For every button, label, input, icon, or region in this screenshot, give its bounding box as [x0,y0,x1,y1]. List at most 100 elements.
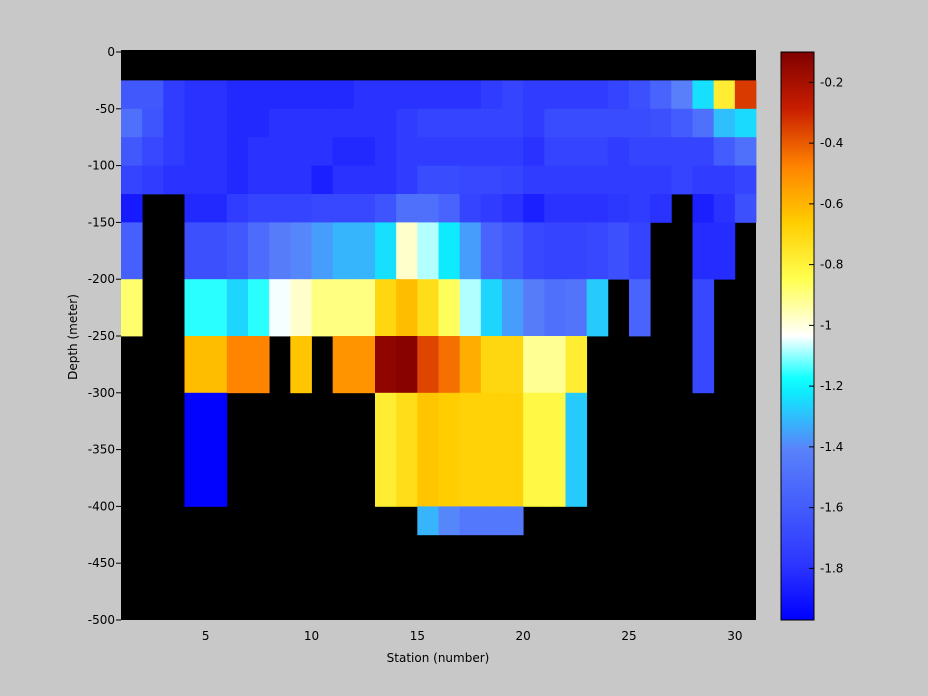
heatmap-cell [332,165,355,195]
heatmap-cell [375,392,397,507]
heatmap-cell [396,108,418,138]
y-tick-label: -200 [88,272,115,286]
heatmap-cell [629,279,651,337]
heatmap-cell [607,80,630,110]
y-tick-label: -50 [95,102,115,116]
heatmap-cell [586,222,609,280]
heatmap-cell [629,137,651,166]
heatmap-cell [586,165,609,195]
heatmap-cell [629,165,651,195]
y-axis-ticks: 0 -50 -100 -150 -200 -250 -300 -350 -400 -450 -500 [88,45,121,627]
y-tick-label: 0 [107,45,115,59]
y-tick-label: -450 [88,556,115,570]
heatmap-cell [269,108,291,138]
heatmap-cell [480,137,503,166]
colorbar-tick-label: -1.6 [820,501,843,515]
heatmap-cell [671,137,693,166]
heatmap-cell [332,137,355,166]
heatmap-cell [586,279,609,337]
x-tick-label: 5 [202,629,210,643]
colorbar-tick-label: -0.8 [820,258,843,272]
heatmap-cell [459,194,482,223]
heatmap-cell [226,137,249,166]
heatmap-cell [692,137,715,166]
heatmap-cell [269,194,291,223]
heatmap-cell [417,194,439,223]
heatmap-cell [438,279,461,337]
heatmap-cell [502,80,524,110]
colorbar-ticks: -0.2 -0.4 -0.6 -0.8 -1 -1.2 -1.4 -1.6 -1.8 [809,75,843,575]
heatmap-cell [269,279,291,337]
heatmap-cell [565,392,588,507]
heatmap-cell [396,165,418,195]
colorbar-tick-label: -0.4 [820,136,843,150]
heatmap-cell [184,222,207,280]
heatmap-cell [565,108,588,138]
colorbar-gradient [780,51,815,621]
heatmap-cell [269,165,291,195]
heatmap-cell [163,80,185,110]
heatmap-cell [375,108,397,138]
heatmap-cell [502,506,524,536]
heatmap-cell [417,80,439,110]
heatmap-cell [480,279,503,337]
heatmap-cell [205,165,228,195]
heatmap-cell [459,336,482,394]
heatmap-cell [396,392,418,507]
heatmap-cell [248,108,270,138]
heatmap-cell [586,137,609,166]
heatmap-cell [353,279,376,337]
heatmap-cell [332,279,355,337]
heatmap-cell [290,194,312,223]
heatmap-cell [438,108,461,138]
heatmap-cell [163,165,185,195]
heatmap-cell [332,336,355,394]
heatmap-cell [226,336,249,394]
heatmap-cell [417,336,439,394]
heatmap-cell [734,137,757,166]
heatmap-cell [459,137,482,166]
heatmap-cells [121,80,757,536]
heatmap-cell [248,279,270,337]
heatmap-cell [459,108,482,138]
heatmap-cell [184,108,207,138]
heatmap-cell [565,80,588,110]
heatmap-cell [523,165,545,195]
heatmap-cell [205,222,228,280]
heatmap-cell [375,336,397,394]
colorbar-tick-label: -1.4 [820,440,843,454]
heatmap-cell [121,165,143,195]
heatmap-cell [396,194,418,223]
heatmap-cell [502,222,524,280]
heatmap-cell [417,279,439,337]
heatmap-cell [353,80,376,110]
heatmap-cell [121,222,143,280]
heatmap-cell [269,137,291,166]
heatmap-cell [586,194,609,223]
heatmap-cell [438,194,461,223]
x-axis-label: Station (number) [387,651,490,665]
heatmap-cell [269,222,291,280]
heatmap-cell [142,108,164,138]
heatmap-cell [692,222,715,280]
heatmap-cell [205,108,228,138]
heatmap-cell [205,137,228,166]
heatmap-plot-area [121,50,757,620]
colorbar-tick-label: -0.2 [820,75,843,89]
heatmap-cell [248,222,270,280]
heatmap-cell [226,222,249,280]
heatmap-cell [565,222,588,280]
x-axis-ticks: 5 10 15 20 25 30 [202,614,742,643]
heatmap-cell [523,80,545,110]
heatmap-cell [544,336,566,394]
heatmap-cell [184,194,207,223]
colorbar-tick-label: -1.8 [820,561,843,575]
heatmap-cell [692,194,715,223]
heatmap-cell [121,194,143,223]
heatmap-cell [417,222,439,280]
heatmap-cell [375,137,397,166]
heatmap-cell [311,222,334,280]
heatmap-cell [375,80,397,110]
heatmap-cell [459,506,482,536]
